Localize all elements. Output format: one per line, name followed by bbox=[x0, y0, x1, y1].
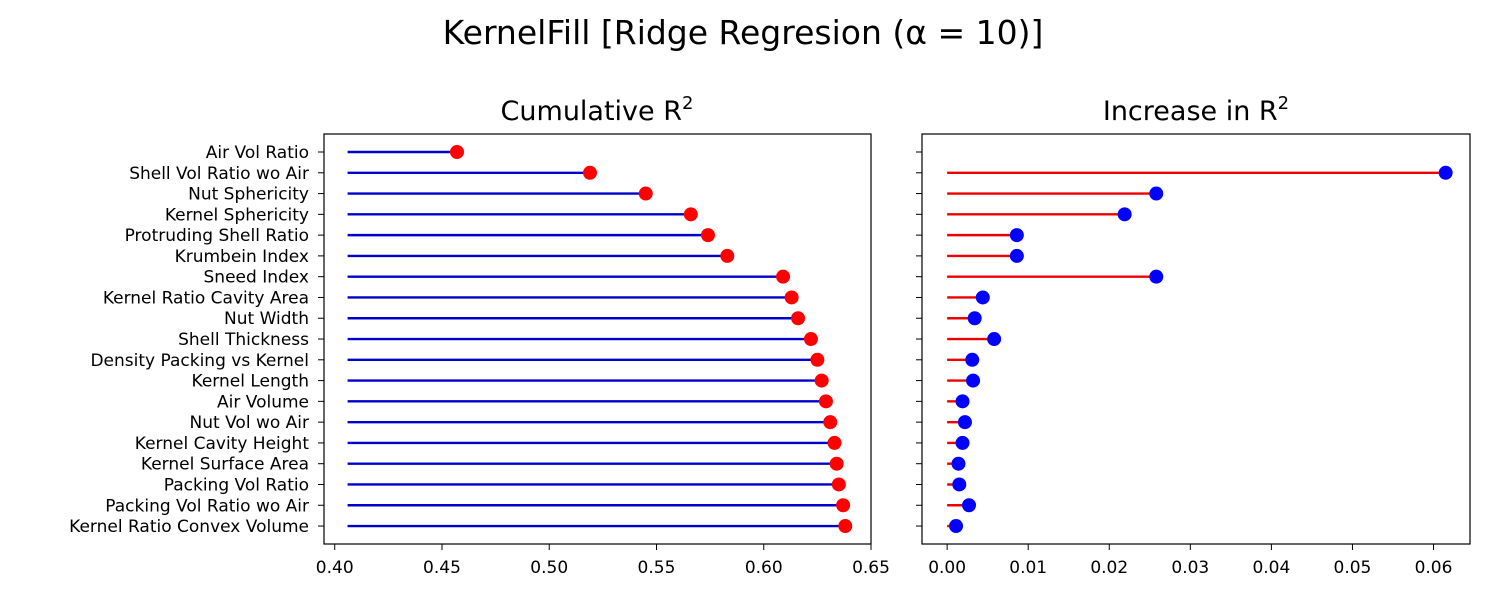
x-tick-label: 0.55 bbox=[638, 558, 676, 578]
lollipop-marker bbox=[1117, 207, 1132, 222]
x-tick-label: 0.60 bbox=[745, 558, 783, 578]
x-tick-label: 0.40 bbox=[316, 558, 354, 578]
lollipop-marker bbox=[803, 332, 818, 347]
lollipop-marker bbox=[1009, 228, 1024, 243]
lollipop-marker bbox=[955, 394, 970, 409]
chart-title: Increase in R2 bbox=[1103, 93, 1289, 127]
lollipop-marker bbox=[966, 373, 981, 388]
x-tick-label: 0.65 bbox=[852, 558, 890, 578]
y-tick-label: Air Vol Ratio bbox=[206, 143, 309, 163]
lollipop-marker bbox=[955, 435, 970, 450]
y-tick-label: Protruding Shell Ratio bbox=[125, 226, 309, 246]
lollipop-marker bbox=[957, 415, 972, 430]
lollipop-marker bbox=[784, 290, 799, 305]
chart-panel-increase: Increase in R2 0.00 0.01 0.02 0.03 0.04 0.05 0… bbox=[916, 93, 1471, 578]
axes-frame bbox=[921, 133, 1471, 545]
lollipop-marker bbox=[720, 248, 735, 263]
x-axis: 0.00 0.01 0.02 0.03 0.04 0.05 0.06 bbox=[928, 544, 1452, 578]
chart-panel-cumulative: Cumulative R2 0.40 0.45 0.50 0.55 0.60 0.65 A… bbox=[69, 93, 890, 578]
y-tick-label: Kernel Ratio Cavity Area bbox=[103, 288, 309, 308]
lollipop-marker bbox=[838, 519, 853, 534]
lollipop-marker bbox=[810, 352, 825, 367]
lollipop-marker bbox=[582, 165, 597, 180]
y-tick-label: Krumbein Index bbox=[175, 247, 309, 267]
lollipop-marker bbox=[975, 290, 990, 305]
y-tick-label: Sneed Index bbox=[204, 268, 309, 288]
x-tick-label: 0.50 bbox=[530, 558, 568, 578]
lollipop-marker bbox=[951, 456, 966, 471]
lollipop-marker bbox=[1149, 269, 1164, 284]
lollipop-marker bbox=[449, 145, 464, 159]
lollipop-marker bbox=[791, 311, 806, 326]
lollipop-marker bbox=[818, 394, 833, 409]
y-tick-label: Kernel Surface Area bbox=[141, 455, 309, 475]
x-tick-label: 0.05 bbox=[1334, 558, 1372, 578]
y-tick-label: Kernel Ratio Convex Volume bbox=[69, 517, 309, 537]
y-tick-label: Packing Vol Ratio bbox=[164, 475, 309, 495]
lollipop-marker bbox=[831, 477, 846, 492]
figure-suptitle: KernelFill [Ridge Regresion (α = 10)] bbox=[443, 13, 1044, 52]
lollipop-marker bbox=[965, 352, 980, 367]
y-tick-label: Shell Thickness bbox=[178, 330, 309, 350]
y-tick-label: Kernel Sphericity bbox=[165, 205, 309, 225]
lollipop-marker bbox=[962, 498, 977, 513]
y-tick-label: Kernel Cavity Height bbox=[135, 434, 310, 454]
y-tick-label: Air Volume bbox=[217, 392, 309, 412]
lollipop-marker bbox=[1438, 165, 1453, 180]
y-tick-label: Nut Width bbox=[224, 309, 309, 329]
y-tick-label: Shell Vol Ratio wo Air bbox=[129, 164, 309, 184]
y-tick-label: Kernel Length bbox=[192, 372, 309, 392]
lollipop-marker bbox=[949, 519, 964, 534]
lollipop-marker bbox=[952, 477, 967, 492]
lollipop-marker bbox=[683, 207, 698, 222]
lollipop-marker bbox=[1149, 186, 1164, 201]
y-tick-label: Density Packing vs Kernel bbox=[90, 351, 309, 371]
lollipop-marker bbox=[836, 498, 851, 513]
lollipop-marker bbox=[700, 228, 715, 243]
x-tick-label: 0.45 bbox=[423, 558, 461, 578]
lollipop-marker bbox=[967, 311, 982, 326]
x-tick-label: 0.06 bbox=[1415, 558, 1453, 578]
y-tick-label: Packing Vol Ratio wo Air bbox=[105, 496, 309, 516]
lollipop-marker bbox=[987, 332, 1002, 347]
plot-area bbox=[347, 145, 853, 534]
y-tick-label: Nut Sphericity bbox=[188, 185, 309, 205]
chart-title: Cumulative R2 bbox=[501, 93, 694, 127]
x-tick-label: 0.01 bbox=[1009, 558, 1047, 578]
lollipop-marker bbox=[823, 415, 838, 430]
x-axis: 0.40 0.45 0.50 0.55 0.60 0.65 bbox=[316, 544, 890, 578]
lollipop-marker bbox=[829, 456, 844, 471]
lollipop-marker bbox=[1009, 248, 1024, 263]
lollipop-marker bbox=[776, 269, 791, 284]
x-tick-label: 0.00 bbox=[928, 558, 966, 578]
x-tick-label: 0.04 bbox=[1252, 558, 1290, 578]
plot-area bbox=[947, 165, 1453, 534]
y-axis bbox=[916, 151, 922, 527]
lollipop-marker bbox=[827, 435, 842, 450]
lollipop-marker bbox=[814, 373, 829, 388]
y-tick-label: Nut Vol wo Air bbox=[190, 413, 309, 433]
x-tick-label: 0.02 bbox=[1090, 558, 1128, 578]
x-tick-label: 0.03 bbox=[1171, 558, 1209, 578]
lollipop-marker bbox=[638, 186, 653, 201]
